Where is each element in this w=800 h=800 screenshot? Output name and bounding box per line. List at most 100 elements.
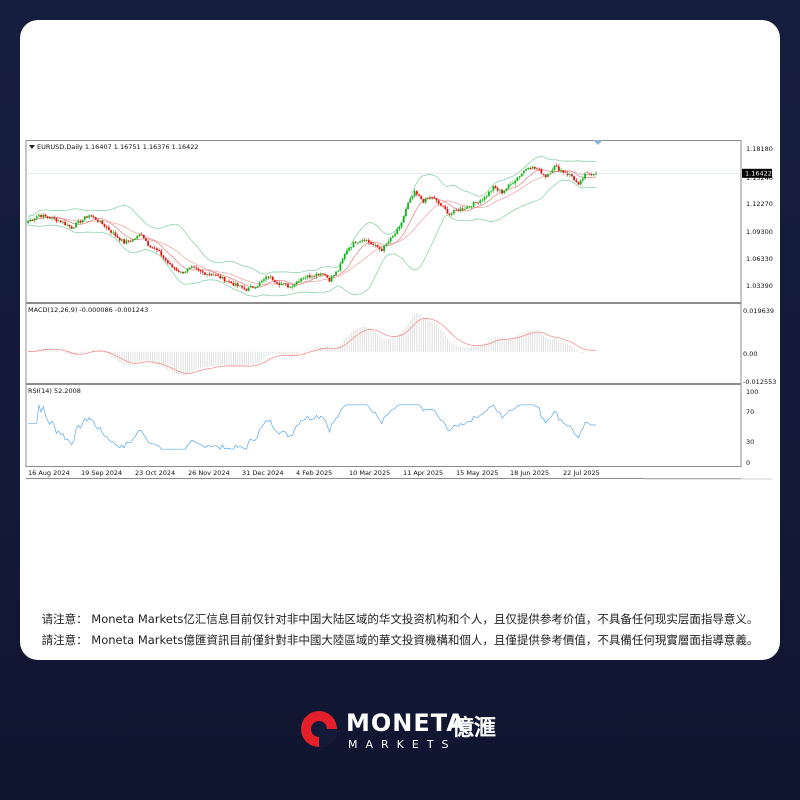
candle [282,283,285,286]
last-price-marker: 1.16422 [742,168,772,178]
candle [389,236,392,244]
candle [123,238,126,245]
candle [97,218,99,223]
date-tick-label: 11 Apr 2025 [403,469,443,477]
candle [420,195,423,200]
candle [431,196,434,200]
candle [313,274,316,278]
candle [363,238,366,242]
candle [214,272,217,277]
scroll-marker-icon[interactable] [593,140,603,145]
candle [101,220,104,225]
candle [346,247,348,256]
candle [57,219,60,222]
candle [370,240,372,246]
date-tick-label: 19 Sep 2024 [81,469,122,477]
candle [138,233,141,238]
candle [365,238,368,243]
candle [112,229,115,235]
disclaimer-traditional: 請注意： Moneta Markets億匯資訊目前僅針對非中國大陸區域的華文投資… [41,633,759,647]
candle [180,270,182,275]
candle [525,167,527,172]
candle [306,274,309,280]
candle [422,198,425,204]
candle [322,273,324,275]
candle [481,197,484,203]
price-layer [26,156,741,297]
candle [199,269,202,274]
candle [114,230,117,238]
candle [206,272,209,278]
candle [116,233,119,238]
candle [439,203,442,207]
candle [376,244,379,248]
candle [542,173,545,176]
bollinger-lower-line [27,179,596,297]
candle [94,216,97,220]
candle [147,240,150,247]
candle [79,219,82,224]
candle [169,260,171,265]
date-tick-label: 18 Jun 2025 [510,469,549,477]
macd-tick-label: -0.012553 [743,378,776,386]
candle [505,187,508,192]
candle [381,246,383,252]
candle [131,238,134,242]
candle [391,235,394,238]
date-tick-label: 4 Feb 2025 [296,469,332,477]
candle [571,173,573,178]
candle [66,222,69,227]
candle [103,223,106,228]
candle [400,222,403,229]
candle [418,193,420,197]
rsi-tick-label: 70 [746,408,754,416]
candle [308,273,311,280]
candle [160,248,163,257]
candle [142,234,145,239]
moving-average-line [27,170,597,285]
candle [352,240,355,248]
candle [204,271,206,276]
candle [59,220,62,224]
candle [197,266,200,273]
price-tick-label: 1.09300 [746,228,773,236]
candle [453,208,455,216]
candle [221,275,224,280]
candle [402,215,405,223]
candle [145,237,147,242]
macd-label: MACD(12,26,9) -0.000086 -0.001243 [28,306,148,314]
candle [81,219,84,224]
dropdown-triangle-icon[interactable] [29,145,35,149]
candle [367,238,370,245]
brand-chinese: 億滙 [452,715,497,741]
candle [289,286,292,289]
candle [579,179,582,186]
candle [533,166,536,171]
candle [385,242,388,248]
candle [149,244,152,248]
candle [276,280,278,285]
candle [232,280,235,287]
rsi-layer [28,404,597,450]
candle [121,239,123,243]
candle [444,204,447,211]
candle [319,272,322,277]
candle [182,271,185,275]
candle [433,195,436,200]
candle [155,247,158,253]
candle [83,216,86,221]
bollinger-upper-line [27,156,597,275]
candle [291,284,294,290]
candle [472,200,475,208]
price-tick-label: 1.03390 [746,282,773,290]
candle [33,218,36,223]
candle [405,206,407,218]
candle [273,279,276,284]
candle [536,167,538,170]
candle [297,278,300,284]
candle [350,246,353,251]
candle [134,237,136,240]
candle [217,273,219,277]
rsi-panel-frame [25,384,742,467]
macd-signal-line [27,318,596,374]
